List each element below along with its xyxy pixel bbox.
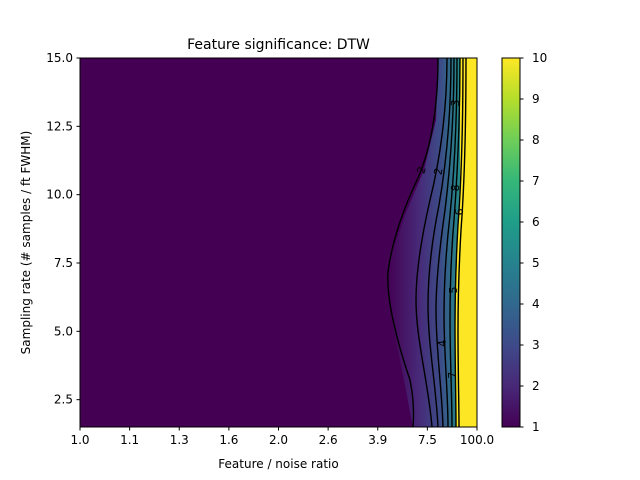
colorbar-tick-label: 6 [532, 215, 540, 229]
contour-label: 4 [436, 339, 450, 347]
x-tick-label: 1.3 [170, 433, 189, 447]
colorbar-gradient [502, 58, 520, 427]
colorbar-tick-label: 3 [532, 338, 540, 352]
heatmap-field: 2 2 3 4 5 6 7 8 [80, 58, 477, 427]
y-axis: 2.5 5.0 7.5 10.0 12.5 15.0 [46, 51, 80, 407]
colorbar-tick-label: 2 [532, 379, 540, 393]
contour-label: 7 [446, 371, 459, 378]
contour-label: 3 [449, 99, 462, 106]
colorbar: 1 2 3 4 5 6 7 8 9 10 [501, 51, 547, 434]
colorbar-tick-label: 10 [532, 51, 547, 65]
chart-title: Feature significance: DTW [187, 37, 370, 53]
y-tick-label: 5.0 [54, 324, 73, 338]
y-tick-label: 10.0 [46, 188, 73, 202]
colorbar-tick-label: 8 [532, 133, 540, 147]
contour-label: 2 [414, 165, 428, 175]
contour-line [427, 58, 452, 427]
contour-line [449, 58, 461, 427]
contour-line [443, 58, 458, 427]
contour-line [415, 58, 448, 427]
contour-labels: 2 2 3 4 5 6 7 8 [414, 99, 466, 379]
contour-label: 8 [449, 184, 462, 191]
contour-line [387, 58, 439, 427]
x-tick-label: 3.9 [368, 433, 387, 447]
x-tick-label: 1.6 [219, 433, 238, 447]
x-axis-label: Feature / noise ratio [218, 457, 338, 471]
x-tick-label: 100.0 [460, 433, 494, 447]
colorbar-tick-label: 1 [532, 420, 540, 434]
y-tick-label: 2.5 [54, 393, 73, 407]
colorbar-tick-label: 7 [532, 174, 540, 188]
colorbar-ticks: 1 2 3 4 5 6 7 8 9 10 [520, 51, 547, 434]
y-axis-label: Sampling rate (# samples / ft FWHM) [19, 131, 33, 355]
x-tick-label: 1.0 [70, 433, 89, 447]
x-tick-label: 1.1 [120, 433, 139, 447]
colorbar-tick-label: 5 [532, 256, 540, 270]
contour-line [435, 58, 455, 427]
contour-label: 2 [432, 167, 446, 176]
y-tick-label: 7.5 [54, 256, 73, 270]
y-tick-label: 12.5 [46, 119, 73, 133]
contour-label: 6 [453, 208, 466, 215]
contour-label: 5 [447, 287, 460, 294]
contour-line [457, 58, 467, 427]
x-tick-label: 2.6 [319, 433, 338, 447]
x-tick-label: 7.5 [418, 433, 437, 447]
colorbar-tick-label: 9 [532, 92, 540, 106]
y-tick-label: 15.0 [46, 51, 73, 65]
x-axis: 1.0 1.1 1.3 1.6 2.0 2.6 3.9 7.5 100.0 [70, 427, 494, 447]
colorbar-frame [501, 57, 521, 428]
contour-line [454, 58, 464, 427]
colorbar-tick-label: 4 [532, 297, 540, 311]
contour-lines [387, 58, 467, 427]
x-tick-label: 2.0 [269, 433, 288, 447]
